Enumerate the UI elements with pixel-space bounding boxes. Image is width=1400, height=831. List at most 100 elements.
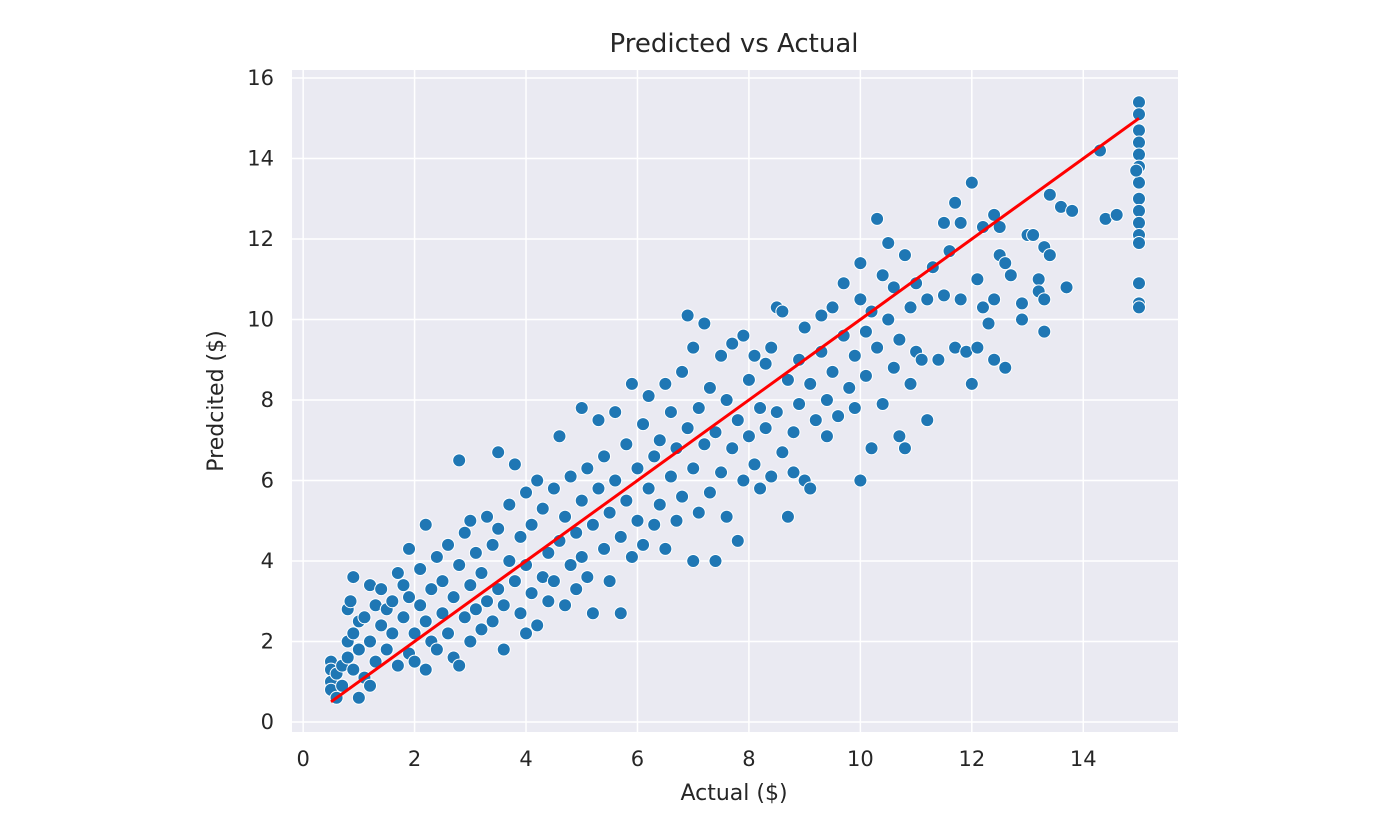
scatter-point xyxy=(541,594,556,609)
scatter-point xyxy=(719,509,734,524)
scatter-point xyxy=(714,348,729,363)
scatter-point xyxy=(736,328,751,343)
scatter-point xyxy=(641,388,656,403)
scatter-point xyxy=(853,473,868,488)
scatter-point xyxy=(446,590,461,605)
scatter-point xyxy=(402,541,417,556)
scatter-point xyxy=(641,481,656,496)
scatter-point xyxy=(953,292,968,307)
scatter-point xyxy=(491,445,506,460)
scatter-point xyxy=(797,320,812,335)
scatter-point xyxy=(396,578,411,593)
scatter-point xyxy=(758,421,773,436)
scatter-point xyxy=(558,598,573,613)
scatter-point xyxy=(429,549,444,564)
scatter-point xyxy=(803,376,818,391)
scatter-point xyxy=(613,529,628,544)
scatter-point xyxy=(647,517,662,532)
scatter-point xyxy=(892,429,907,444)
scatter-point xyxy=(786,425,801,440)
x-axis-label: Actual ($) xyxy=(680,781,787,806)
scatter-point xyxy=(563,469,578,484)
scatter-point xyxy=(463,634,478,649)
scatter-point xyxy=(987,292,1002,307)
x-tick-label: 10 xyxy=(847,747,874,771)
scatter-point xyxy=(491,521,506,536)
scatter-point xyxy=(418,517,433,532)
scatter-point xyxy=(343,594,358,609)
scatter-point xyxy=(736,473,751,488)
scatter-point xyxy=(613,606,628,621)
scatter-point xyxy=(1014,296,1029,311)
scatter-point xyxy=(764,469,779,484)
scatter-point xyxy=(357,610,372,625)
scatter-point xyxy=(435,574,450,589)
scatter-point xyxy=(658,541,673,556)
scatter-point xyxy=(418,662,433,677)
x-tick-label: 8 xyxy=(742,747,755,771)
scatter-point xyxy=(741,372,756,387)
scatter-point xyxy=(931,352,946,367)
scatter-point xyxy=(663,469,678,484)
scatter-point xyxy=(780,509,795,524)
scatter-point xyxy=(535,501,550,516)
scatter-point xyxy=(753,481,768,496)
y-tick-label: 0 xyxy=(261,710,274,734)
scatter-point xyxy=(574,401,589,416)
scatter-point xyxy=(591,413,606,428)
scatter-point xyxy=(775,445,790,460)
scatter-point xyxy=(697,316,712,331)
scatter-point xyxy=(897,441,912,456)
scatter-point xyxy=(936,288,951,303)
scatter-point xyxy=(758,356,773,371)
x-tick-labels: 0 2 4 6 8 10 12 14 xyxy=(296,747,1096,771)
x-tick-label: 4 xyxy=(519,747,532,771)
scatter-point xyxy=(875,268,890,283)
scatter-point xyxy=(814,308,829,323)
scatter-point xyxy=(346,662,361,677)
chart-title: Predicted vs Actual xyxy=(610,29,859,59)
scatter-point xyxy=(1059,280,1074,295)
scatter-point xyxy=(630,513,645,528)
scatter-point xyxy=(1131,123,1146,138)
scatter-point xyxy=(390,658,405,673)
x-tick-label: 0 xyxy=(296,747,309,771)
scatter-point xyxy=(485,537,500,552)
scatter-point xyxy=(374,618,389,633)
scatter-point xyxy=(964,376,979,391)
scatter-point xyxy=(502,553,517,568)
scatter-point xyxy=(385,626,400,641)
scatter-point xyxy=(608,405,623,420)
scatter-point xyxy=(753,401,768,416)
scatter-point xyxy=(1003,268,1018,283)
scatter-point xyxy=(686,340,701,355)
scatter-point xyxy=(669,513,684,528)
scatter-point xyxy=(546,481,561,496)
scatter-point xyxy=(730,413,745,428)
scatter-point xyxy=(519,626,534,641)
scatter-point xyxy=(452,658,467,673)
scatter-point xyxy=(468,545,483,560)
scatter-point xyxy=(847,348,862,363)
scatter-point xyxy=(374,582,389,597)
scatter-point xyxy=(480,509,495,524)
y-tick-label: 12 xyxy=(247,227,274,251)
scatter-point xyxy=(346,626,361,641)
scatter-point xyxy=(624,376,639,391)
scatter-point xyxy=(747,457,762,472)
scatter-point xyxy=(602,505,617,520)
scatter-point xyxy=(675,489,690,504)
scatter-point xyxy=(975,300,990,315)
scatter-point xyxy=(1129,163,1144,178)
scatter-point xyxy=(825,300,840,315)
scatter-point xyxy=(429,642,444,657)
reference-line xyxy=(330,117,1140,704)
scatter-point xyxy=(658,376,673,391)
scatter-point xyxy=(652,433,667,448)
y-tick-label: 8 xyxy=(261,388,274,412)
scatter-point xyxy=(519,485,534,500)
scatter-point xyxy=(953,215,968,230)
scatter-point xyxy=(340,650,355,665)
scatter-point xyxy=(870,211,885,226)
scatter-point xyxy=(552,429,567,444)
